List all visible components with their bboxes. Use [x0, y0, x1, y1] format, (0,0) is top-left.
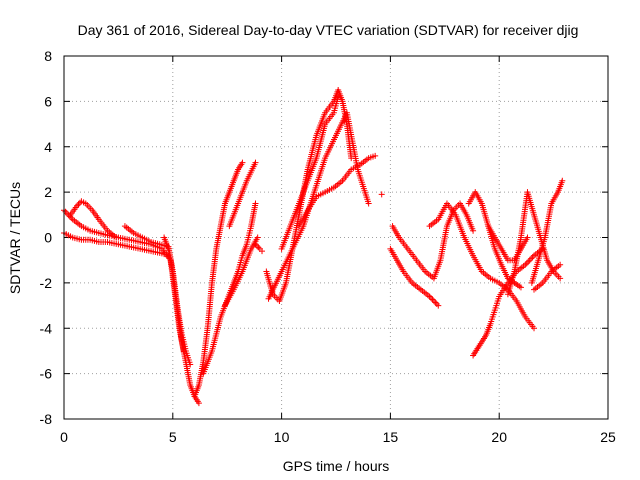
series-track-e: [161, 234, 194, 368]
series-track-r: [426, 200, 538, 332]
data-point-marker: [252, 200, 259, 207]
series-track-h: [222, 234, 261, 309]
data-point-marker: [524, 234, 531, 241]
data-point-marker: [470, 227, 477, 234]
x-tick-label: 10: [274, 429, 290, 445]
series-track-x: [531, 261, 564, 293]
data-point-marker: [195, 400, 202, 407]
data-point-marker: [378, 191, 385, 198]
chart-title: Day 361 of 2016, Sidereal Day-to-day VTE…: [78, 22, 579, 38]
data-point-marker: [559, 177, 566, 184]
y-axis-label: SDTVAR / TECUs: [7, 182, 23, 294]
data-point-marker: [531, 325, 538, 332]
series-track-f: [191, 159, 246, 400]
x-tick-label: 20: [491, 429, 507, 445]
y-tick-label: 6: [44, 93, 52, 109]
data-point-marker: [517, 284, 524, 291]
y-tick-label: 8: [44, 48, 52, 64]
x-tick-label: 0: [60, 429, 68, 445]
data-point-marker: [239, 159, 246, 166]
x-tick-label: 15: [383, 429, 399, 445]
data-point-marker: [113, 234, 120, 241]
series-track-l: [278, 93, 342, 252]
series-track-q: [389, 200, 477, 282]
data-point-marker: [187, 361, 194, 368]
series-track-g: [200, 200, 259, 377]
y-tick-label: -6: [40, 366, 53, 382]
y-tick-label: -8: [40, 411, 53, 427]
plot-frame: [63, 55, 609, 420]
data-point-marker: [372, 152, 379, 159]
data-point-marker: [254, 234, 261, 241]
data-point-marker: [259, 248, 266, 255]
x-tick-label: 25: [600, 429, 616, 445]
data-points: [61, 87, 566, 407]
series-track-i: [226, 159, 259, 230]
y-tick-label: 0: [44, 230, 52, 246]
y-tick-label: -2: [40, 275, 53, 291]
series-track-p: [387, 245, 442, 309]
series-track-w: [528, 177, 566, 286]
data-point-marker: [435, 302, 442, 309]
y-tick-label: 2: [44, 184, 52, 200]
data-point-marker: [252, 159, 259, 166]
series-track-c: [67, 198, 120, 241]
x-axis-label: GPS time / hours: [283, 458, 390, 474]
series-track-j: [252, 241, 266, 255]
series-track-n: [265, 109, 372, 302]
x-tick-label: 5: [169, 429, 177, 445]
y-tick-label: -4: [40, 320, 53, 336]
data-point-marker: [365, 200, 372, 207]
series-track-o: [378, 191, 385, 198]
data-point-marker: [335, 93, 342, 100]
y-tick-label: 4: [44, 139, 52, 155]
data-point-marker: [557, 275, 564, 282]
data-point-marker: [557, 261, 564, 268]
